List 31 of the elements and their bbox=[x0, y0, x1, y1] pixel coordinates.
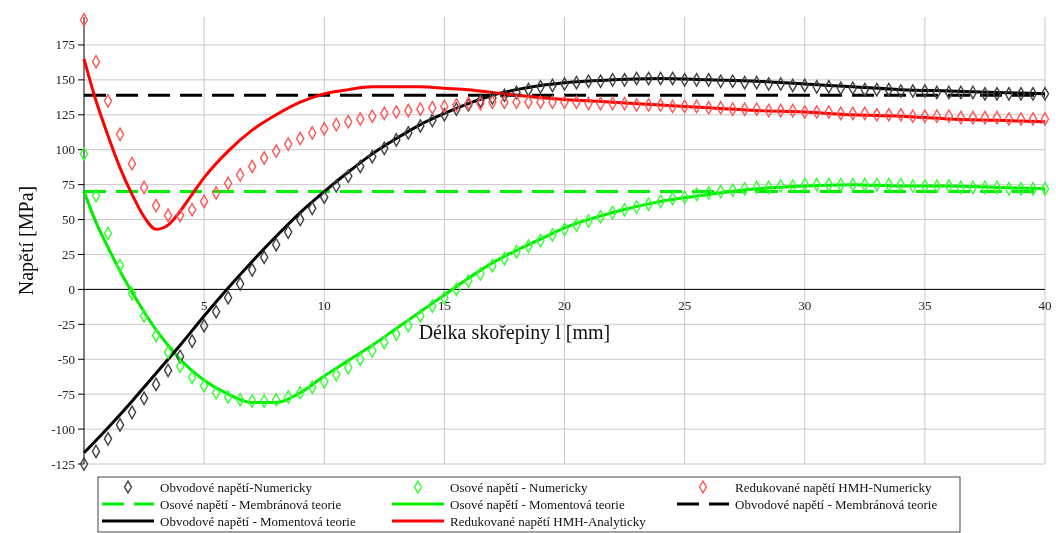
legend-label: Obvodové napětí-Numericky bbox=[160, 479, 313, 495]
y-axis-title: Napětí [MPa] bbox=[15, 185, 38, 296]
x-tick-label: 25 bbox=[678, 298, 692, 314]
y-tick-label: 175 bbox=[55, 37, 75, 53]
y-tick-label: 75 bbox=[62, 177, 75, 193]
legend-label: Osové napětí - Numericky bbox=[450, 479, 589, 495]
legend-label: Osové napětí - Momentová teorie bbox=[450, 496, 625, 512]
y-tick-label: -75 bbox=[57, 386, 75, 402]
y-tick-label: -125 bbox=[51, 456, 75, 472]
legend-label: Redukované napětí HMH-Numericky bbox=[735, 479, 932, 495]
y-tick-label: -50 bbox=[57, 351, 75, 367]
y-tick-label: 150 bbox=[55, 72, 75, 88]
y-tick-label: 25 bbox=[62, 246, 75, 262]
y-tick-label: 125 bbox=[55, 107, 75, 123]
legend-label: Obvodové napětí - Membránová teorie bbox=[735, 496, 938, 512]
x-tick-label: 15 bbox=[437, 298, 451, 314]
x-tick-label: 5 bbox=[200, 298, 208, 314]
y-tick-label: 0 bbox=[68, 281, 75, 297]
x-tick-label: 30 bbox=[798, 298, 812, 314]
y-tick-label: 50 bbox=[62, 212, 75, 228]
x-tick-label: 10 bbox=[317, 298, 331, 314]
y-tick-label: 100 bbox=[55, 142, 75, 158]
x-tick-label: 40 bbox=[1038, 298, 1052, 314]
y-tick-label: -25 bbox=[57, 316, 75, 332]
legend-label: Obvodové napětí - Momentová teorie bbox=[160, 513, 356, 529]
y-tick-label: -100 bbox=[51, 421, 75, 437]
legend-label: Osové napětí - Membránová teorie bbox=[160, 496, 342, 512]
legend-label: Redukované napětí HMH-Analyticky bbox=[450, 513, 647, 529]
x-tick-label: 20 bbox=[558, 298, 571, 314]
x-tick-label: 35 bbox=[918, 298, 932, 314]
x-axis-title: Délka skořepiny l [mm] bbox=[418, 321, 611, 345]
